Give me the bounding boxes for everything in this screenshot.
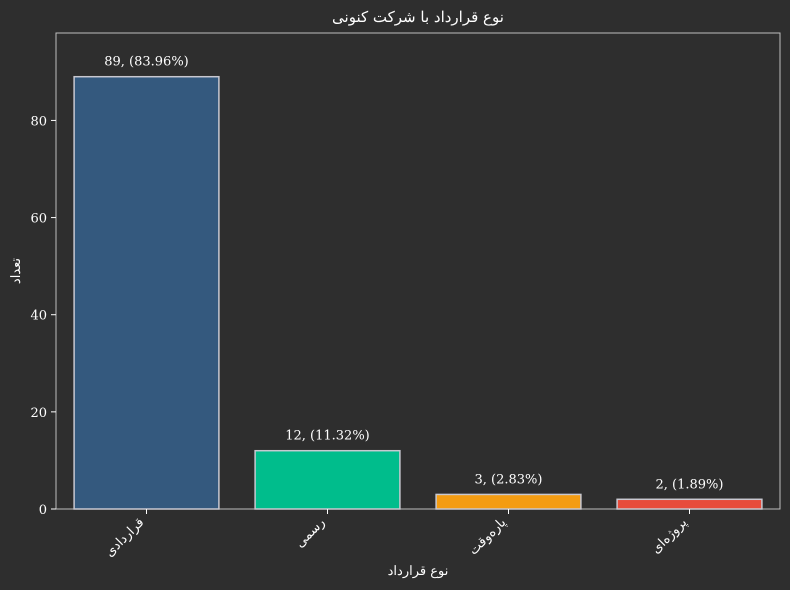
y-axis-label: تعداد bbox=[9, 258, 24, 284]
y-tick-label: 20 bbox=[30, 406, 47, 421]
y-tick-label: 40 bbox=[30, 309, 47, 324]
bar-data-label: 2, (1.89%) bbox=[656, 477, 724, 492]
bar bbox=[435, 493, 582, 510]
y-tick-label: 0 bbox=[39, 503, 47, 518]
x-axis-label: نوع قرارداد bbox=[388, 564, 449, 579]
bar-data-label: 3, (2.83%) bbox=[475, 472, 543, 487]
bar-data-label: 89, (83.96%) bbox=[104, 55, 189, 70]
chart-title: نوع قرارداد با شرکت کنونی bbox=[332, 8, 504, 26]
bar bbox=[73, 75, 220, 510]
bar-data-label: 12, (11.32%) bbox=[285, 429, 370, 444]
bar bbox=[254, 449, 401, 510]
y-tick-label: 80 bbox=[30, 114, 47, 129]
axes-frame bbox=[55, 32, 781, 510]
y-tick-label: 60 bbox=[30, 212, 47, 227]
bar bbox=[616, 498, 763, 510]
